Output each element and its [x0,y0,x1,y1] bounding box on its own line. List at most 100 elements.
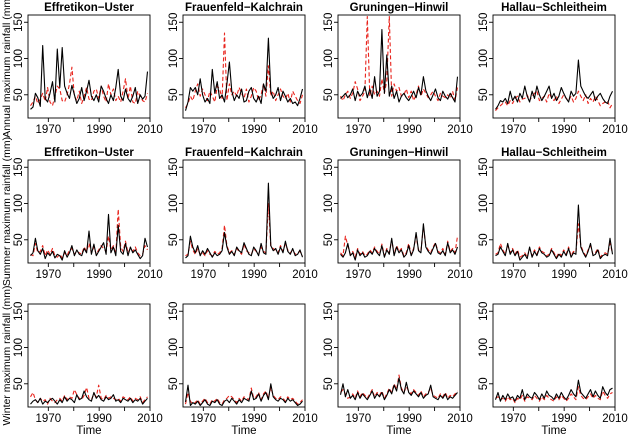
observed-series-line [30,213,149,261]
x-tick-label: 2010 [447,124,473,136]
x-tick-label: 1970 [501,269,527,281]
y-tick-label: 150 [478,158,490,177]
panel-title: Frauenfeld−Kalchrain [185,2,303,14]
panel-frame [337,159,461,264]
x-tick-label: 2010 [137,269,163,281]
x-tick-label: 1970 [36,269,62,281]
panel-title: Effretikon−Uster [44,2,134,14]
y-tick-label: 100 [13,49,25,68]
x-axis-label: Time [231,425,256,437]
panel-title: Effretikon−Uster [44,147,134,159]
y-tick-label: 150 [168,158,180,177]
simulated-series-line [495,386,613,404]
y-tick-label: 150 [323,158,335,177]
x-tick-label: 1970 [346,413,372,425]
panel-frame [182,14,306,119]
y-tick-label: 50 [168,233,180,246]
y-axis-label: Winter maximum rainfall (mm) [1,285,13,425]
y-tick-label: 50 [323,233,335,246]
simulated-series-line [30,66,149,107]
y-tick-label: 50 [478,233,490,246]
x-tick-label: 1990 [396,124,422,136]
x-tick-label: 1970 [346,124,372,136]
y-tick-label: 150 [478,13,490,32]
x-tick-label: 1990 [551,269,577,281]
panel-title: Hallau−Schleitheim [501,2,607,14]
y-tick-label: 150 [13,13,25,32]
x-tick-label: 1990 [551,413,577,425]
y-tick-label: 100 [168,49,180,68]
observed-series-line [184,37,304,111]
y-tick-label: 50 [168,377,180,390]
observed-series-line [340,223,459,261]
y-tick-label: 150 [323,302,335,321]
x-axis-label: Time [541,425,566,437]
y-tick-label: 100 [13,338,25,357]
panel-frame [27,14,151,119]
observed-series-line [494,379,613,402]
x-tick-label: 1970 [36,124,62,136]
x-tick-label: 1970 [501,124,527,136]
observed-series-line [340,28,459,103]
x-tick-label: 1970 [191,269,217,281]
y-tick-label: 50 [323,377,335,390]
panel-frame [182,303,306,408]
observed-series-line [339,377,458,401]
simulated-series-line [340,15,459,102]
y-axis-label: Annual maximum rainfall (mm) [1,0,13,138]
panel-frame [492,303,616,408]
x-tick-label: 2010 [137,124,163,136]
y-tick-label: 100 [323,338,335,357]
y-tick-label: 50 [168,88,180,101]
simulated-series-line [340,374,458,399]
observed-series-line [495,204,614,261]
x-tick-label: 1970 [191,413,217,425]
simulated-series-line [495,90,613,112]
y-tick-label: 50 [13,233,25,246]
y-tick-label: 100 [13,194,25,213]
x-tick-label: 1970 [36,413,62,425]
x-tick-label: 2010 [447,269,473,281]
x-tick-label: 1990 [86,124,112,136]
y-tick-label: 150 [323,13,335,32]
y-tick-label: 100 [478,338,490,357]
simulated-series-line [185,32,304,109]
panel-frame [492,14,616,119]
x-tick-label: 2010 [292,124,318,136]
x-tick-label: 1990 [86,413,112,425]
x-tick-label: 2010 [602,124,628,136]
panel-title: Hallau−Schleitheim [501,147,607,159]
simulated-series-line [30,208,148,259]
observed-series-line [184,383,303,407]
x-tick-label: 2010 [137,413,163,425]
y-tick-label: 150 [478,302,490,321]
panel-frame [27,159,151,264]
y-tick-label: 50 [478,88,490,101]
x-tick-label: 1970 [191,124,217,136]
y-tick-label: 100 [168,338,180,357]
x-tick-label: 1990 [241,269,267,281]
x-tick-label: 2010 [447,413,473,425]
x-tick-label: 1990 [241,124,267,136]
panel-frame [337,14,461,119]
panel-title: Gruningen−Hinwil [350,147,449,159]
panel-title: Frauenfeld−Kalchrain [185,147,303,159]
observed-series-line [185,182,304,259]
y-tick-label: 150 [168,302,180,321]
observed-series-line [495,59,613,110]
y-tick-label: 100 [323,194,335,213]
panel-frame [182,159,306,264]
panel-frame [27,303,151,408]
y-tick-label: 100 [323,49,335,68]
y-tick-label: 100 [168,194,180,213]
y-tick-label: 50 [13,88,25,101]
x-axis-label: Time [76,425,101,437]
y-tick-label: 50 [323,88,335,101]
observed-series-line [30,44,149,110]
y-tick-label: 50 [13,377,25,390]
x-tick-label: 2010 [602,413,628,425]
x-tick-label: 1990 [396,413,422,425]
x-tick-label: 1990 [86,269,112,281]
panel-frame [337,303,461,408]
